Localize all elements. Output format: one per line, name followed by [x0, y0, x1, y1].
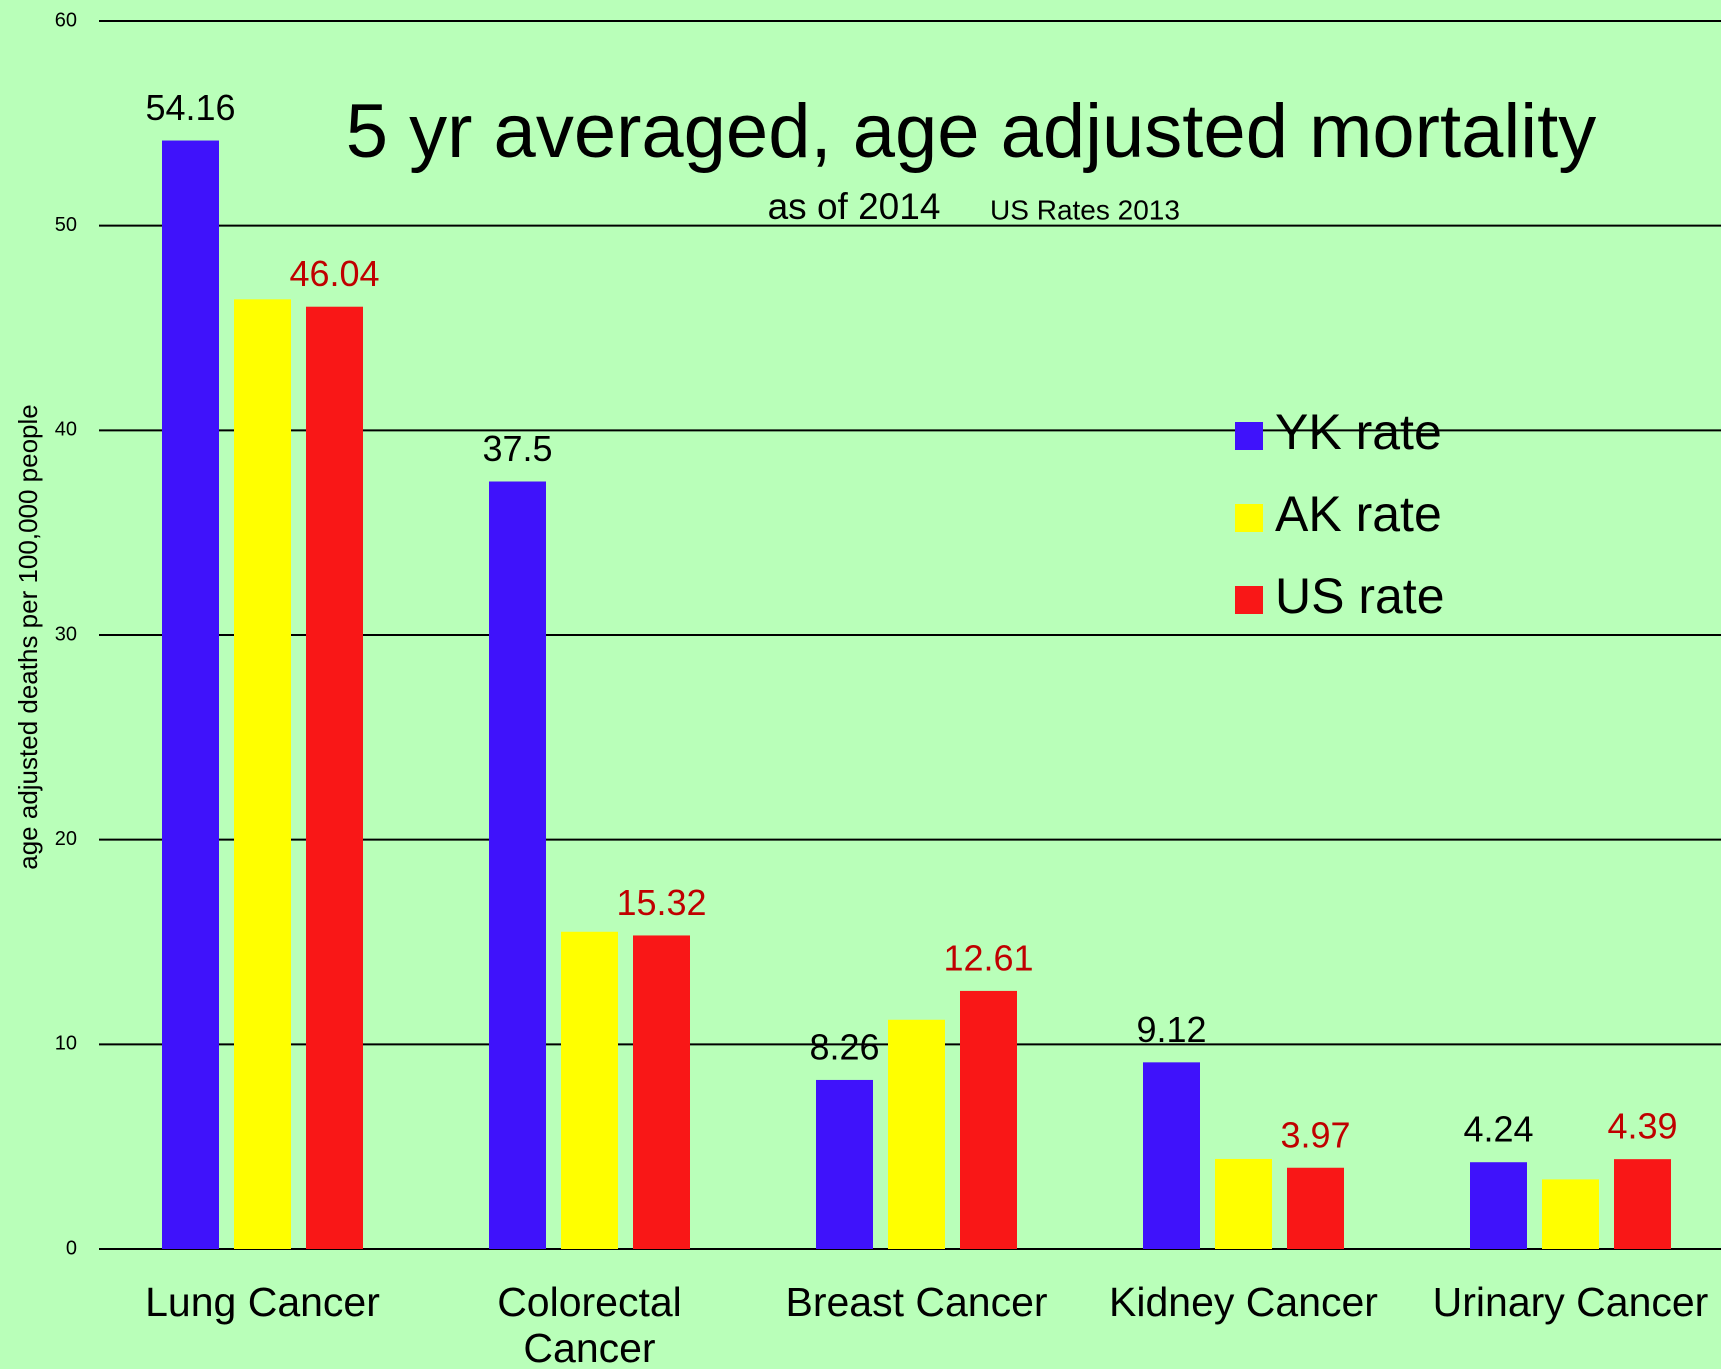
chart: 5 yr averaged, age adjusted mortality as… — [0, 0, 1721, 1369]
x-tick-label: Colorectal Cancer — [480, 1279, 700, 1369]
y-tick-label: 30 — [55, 623, 77, 645]
y-tick-label: 60 — [55, 9, 77, 31]
legend-label: AK rate — [1275, 486, 1442, 542]
x-tick-label: Lung Cancer — [113, 1279, 413, 1325]
data-label: 4.24 — [1463, 1109, 1533, 1150]
data-label: 54.16 — [145, 87, 235, 128]
bar — [1287, 1168, 1344, 1249]
bar — [1470, 1162, 1527, 1249]
y-axis-label: age adjusted deaths per 100,000 people — [13, 404, 43, 870]
data-label: 9.12 — [1136, 1009, 1206, 1050]
data-label: 12.61 — [943, 937, 1033, 978]
bar — [306, 307, 363, 1249]
data-label: 8.26 — [809, 1026, 879, 1067]
legend-label: YK rate — [1275, 404, 1442, 460]
bar — [1614, 1159, 1671, 1249]
y-tick-label: 50 — [55, 214, 77, 236]
legend-swatch — [1235, 586, 1263, 614]
data-label: 4.39 — [1607, 1106, 1677, 1147]
data-label: 15.32 — [616, 882, 706, 923]
bar — [1542, 1179, 1599, 1249]
bar — [816, 1080, 873, 1249]
chart-title: 5 yr averaged, age adjusted mortality — [346, 89, 1596, 174]
y-tick-label: 10 — [55, 1033, 77, 1055]
y-tick-label: 40 — [55, 419, 77, 441]
slide: 5 yr averaged, age adjusted mortality as… — [0, 0, 1721, 1369]
bar — [960, 991, 1017, 1249]
bar — [489, 482, 546, 1250]
legend-label: US rate — [1275, 568, 1445, 624]
bar — [633, 935, 690, 1249]
legend-swatch — [1235, 422, 1263, 450]
y-tick-label: 0 — [66, 1237, 77, 1259]
data-label: 37.5 — [482, 428, 552, 469]
legend-swatch — [1235, 504, 1263, 532]
chart-subtitle: as of 2014 — [768, 186, 941, 227]
x-tick-label: Urinary Cancer — [1421, 1279, 1721, 1325]
data-label: 3.97 — [1280, 1114, 1350, 1155]
bar — [162, 141, 219, 1249]
bar — [234, 299, 291, 1249]
bar — [1215, 1159, 1272, 1249]
data-label: 46.04 — [289, 253, 379, 294]
x-tick-label: Kidney Cancer — [1094, 1279, 1394, 1325]
subtitle-note: US Rates 2013 — [990, 194, 1180, 225]
x-tick-label: Breast Cancer — [767, 1279, 1067, 1325]
bar — [888, 1020, 945, 1249]
bar — [561, 932, 618, 1249]
y-tick-label: 20 — [55, 828, 77, 850]
bar — [1143, 1062, 1200, 1249]
